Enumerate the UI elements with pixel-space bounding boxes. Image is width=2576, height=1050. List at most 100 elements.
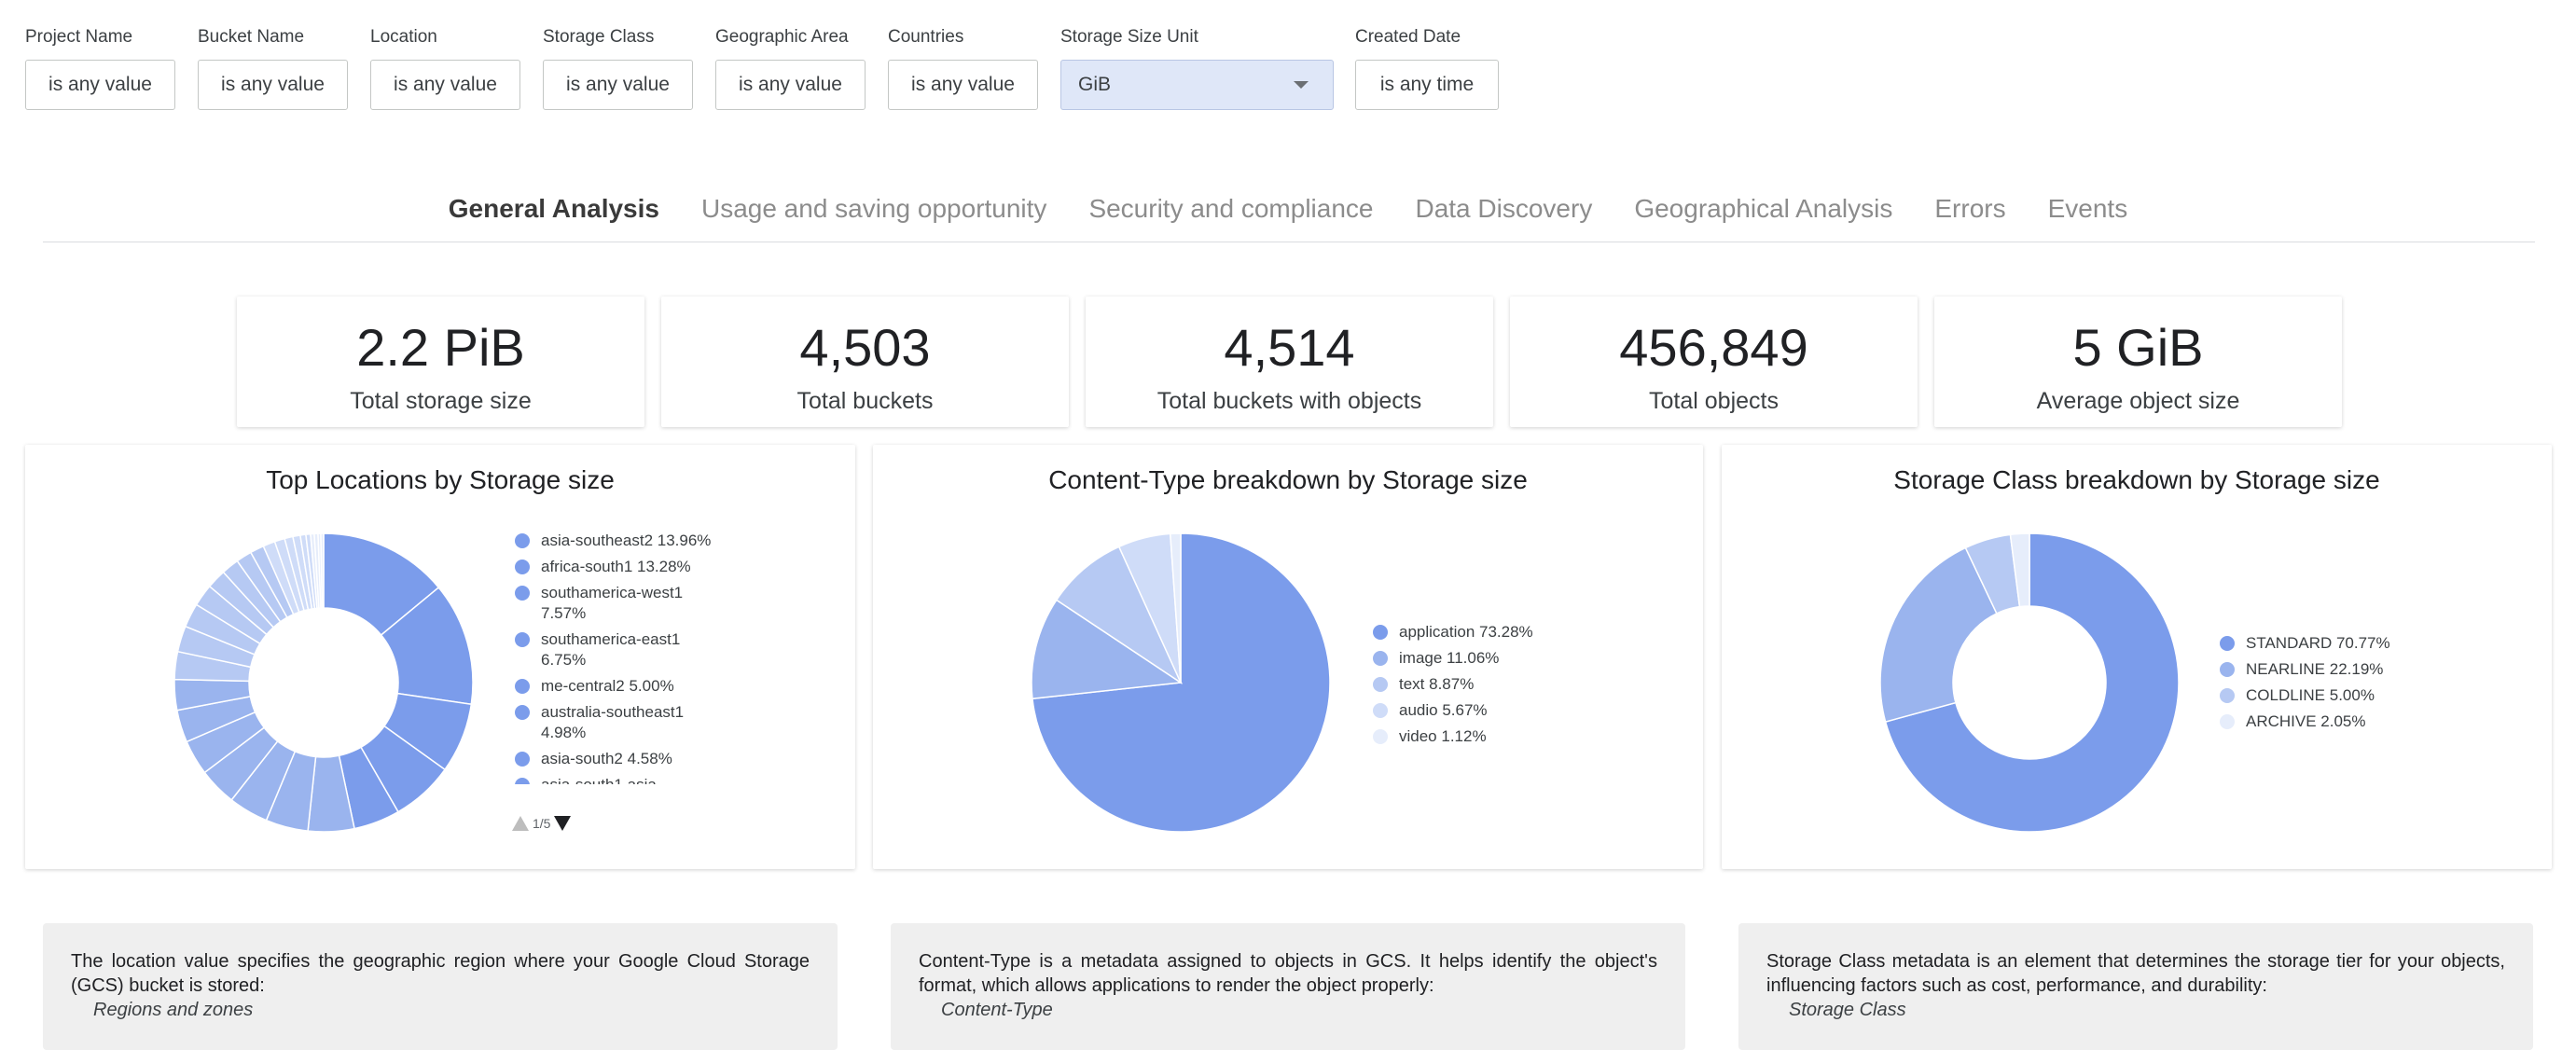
legend-label: australia-southeast1 4.98% [541,703,685,741]
chart-title: Top Locations by Storage size [266,465,615,494]
legend-dot-icon [1373,651,1388,666]
legend-item[interactable]: image 11.06% [1373,648,1533,669]
storage-class-legend: STANDARD 70.77% NEARLINE 22.19% COLDLINE 5… [2220,633,2390,738]
legend-item[interactable]: asia-south2 4.58% [515,749,729,769]
legend-item[interactable]: application 73.28% [1373,622,1533,642]
legend-item[interactable]: video 1.12% [1373,726,1533,747]
regions-and-zones-link[interactable]: Regions and zones [93,1000,254,1020]
legend-dot-icon [515,705,530,720]
legend-dot-icon [2220,688,2235,703]
storage-class-info-box: Storage Class metadata is an element tha… [1738,923,2533,1050]
legend-item[interactable]: me-central2 5.00% [515,676,729,697]
pie-slice[interactable] [1884,532,2180,833]
info-text: Content-Type is a metadata assigned to o… [919,951,1657,996]
chart-title: Content-Type breakdown by Storage size [1048,465,1528,494]
tab-usage-and-saving-opportunity[interactable]: Usage and saving opportunity [700,194,1047,223]
legend-item[interactable]: southamerica-east1 6.75% [515,629,729,670]
legend-label: audio 5.67% [1399,701,1488,719]
top-locations-legend: asia-southeast2 13.96% africa-south1 13.2… [515,531,729,784]
legend-item[interactable]: southamerica-west1 7.57% [515,583,729,624]
legend-item[interactable]: NEARLINE 22.19% [2220,659,2390,680]
legend-label: me-central2 5.00% [541,677,674,695]
tab-geographical-analysis[interactable]: Geographical Analysis [1634,194,1893,223]
created-date-filter-input[interactable]: is any time [1355,60,1499,110]
legend-item[interactable]: australia-southeast1 4.98% [515,702,729,743]
kpi-value: 4,514 [1224,318,1355,377]
kpi-total-buckets: 4,503 Total buckets [661,297,1069,427]
tab-data-discovery[interactable]: Data Discovery [1415,194,1593,223]
filter-storage-class: Storage Class is any value [543,26,693,110]
kpi-value: 2.2 PiB [356,318,525,377]
location-filter-input[interactable]: is any value [370,60,520,110]
storage-size-unit-select[interactable]: GiB [1060,60,1334,110]
legend-prev-page-icon[interactable] [512,816,529,831]
storage-class-donut-chart[interactable] [1722,445,2552,869]
content-type-info-box: Content-Type is a metadata assigned to o… [891,923,1685,1050]
legend-label: video 1.12% [1399,727,1487,745]
pie-slice[interactable] [1031,599,1184,700]
legend-item[interactable]: ARCHIVE 2.05% [2220,712,2390,732]
legend-label: asia-southeast2 13.96% [541,532,712,549]
filter-countries: Countries is any value [888,26,1038,110]
tab-events[interactable]: Events [2047,194,2128,223]
filter-storage-size-unit: Storage Size Unit GiB [1060,26,1334,110]
kpi-label: Total buckets [796,388,934,414]
legend-label: southamerica-west1 7.57% [541,584,684,622]
legend-dot-icon [1373,703,1388,718]
pie-slice[interactable] [1055,546,1183,685]
legend-item[interactable]: asia-southeast2 13.96% [515,531,729,551]
tab-errors[interactable]: Errors [1934,194,2006,223]
bucket-name-filter-input[interactable]: is any value [198,60,348,110]
geographic-area-filter-input[interactable]: is any value [715,60,866,110]
legend-item[interactable]: asia-south1 asia [515,775,729,784]
countries-filter-input[interactable]: is any value [888,60,1038,110]
legend-label: africa-south1 13.28% [541,558,691,575]
kpi-label: Total objects [1649,388,1779,414]
pie-slice[interactable] [320,532,325,609]
info-text: The location value specifies the geograp… [71,951,810,996]
storage-class-link[interactable]: Storage Class [1789,1000,1906,1020]
legend-item[interactable]: COLDLINE 5.00% [2220,685,2390,706]
pie-slice[interactable] [2009,532,2030,608]
pie-slice[interactable] [1879,546,1998,724]
pie-slice[interactable] [1169,532,1182,684]
kpi-value: 5 GiB [2072,318,2204,377]
legend-page-indicator: 1/5 [533,816,551,831]
legend-label: NEARLINE 22.19% [2246,660,2384,678]
legend-label: southamerica-east1 6.75% [541,630,681,669]
filter-bucket-name: Bucket Name is any value [198,26,348,110]
chevron-down-icon [1294,81,1309,89]
filter-label: Storage Size Unit [1060,27,1198,47]
info-text: Storage Class metadata is an element tha… [1766,951,2505,996]
storage-class-filter-input[interactable]: is any value [543,60,693,110]
legend-label: ARCHIVE 2.05% [2246,712,2366,730]
legend-next-page-icon[interactable] [554,816,572,831]
storage-size-unit-value: GiB [1078,74,1112,95]
legend-dot-icon [1373,729,1388,744]
content-type-link[interactable]: Content-Type [941,1000,1053,1020]
kpi-total-objects: 456,849 Total objects [1510,297,1918,427]
legend-item[interactable]: africa-south1 13.28% [515,557,729,577]
filter-location: Location is any value [370,26,520,110]
legend-dot-icon [515,778,530,784]
location-info-box: The location value specifies the geograp… [43,923,838,1050]
chart-title: Storage Class breakdown by Storage size [1893,465,2380,494]
legend-item[interactable]: STANDARD 70.77% [2220,633,2390,654]
legend-label: asia-south1 asia [541,775,657,784]
filter-geographic-area: Geographic Area is any value [715,26,866,110]
content-type-pie-chart[interactable] [873,445,1703,869]
tab-general-analysis[interactable]: General Analysis [448,194,659,223]
legend-item[interactable]: text 8.87% [1373,674,1533,695]
legend-dot-icon [515,533,530,548]
kpi-label: Total buckets with objects [1156,388,1422,414]
tab-security-and-compliance[interactable]: Security and compliance [1088,194,1374,223]
tab-bar: General Analysis Usage and saving opport… [0,194,2576,224]
project-name-filter-input[interactable]: is any value [25,60,175,110]
legend-label: STANDARD 70.77% [2246,634,2390,652]
legend-dot-icon [2220,662,2235,677]
top-locations-donut-chart[interactable] [25,445,855,869]
legend-dot-icon [1373,625,1388,640]
legend-dot-icon [515,632,530,647]
legend-item[interactable]: audio 5.67% [1373,700,1533,721]
filter-created-date: Created Date is any time [1355,26,1499,110]
